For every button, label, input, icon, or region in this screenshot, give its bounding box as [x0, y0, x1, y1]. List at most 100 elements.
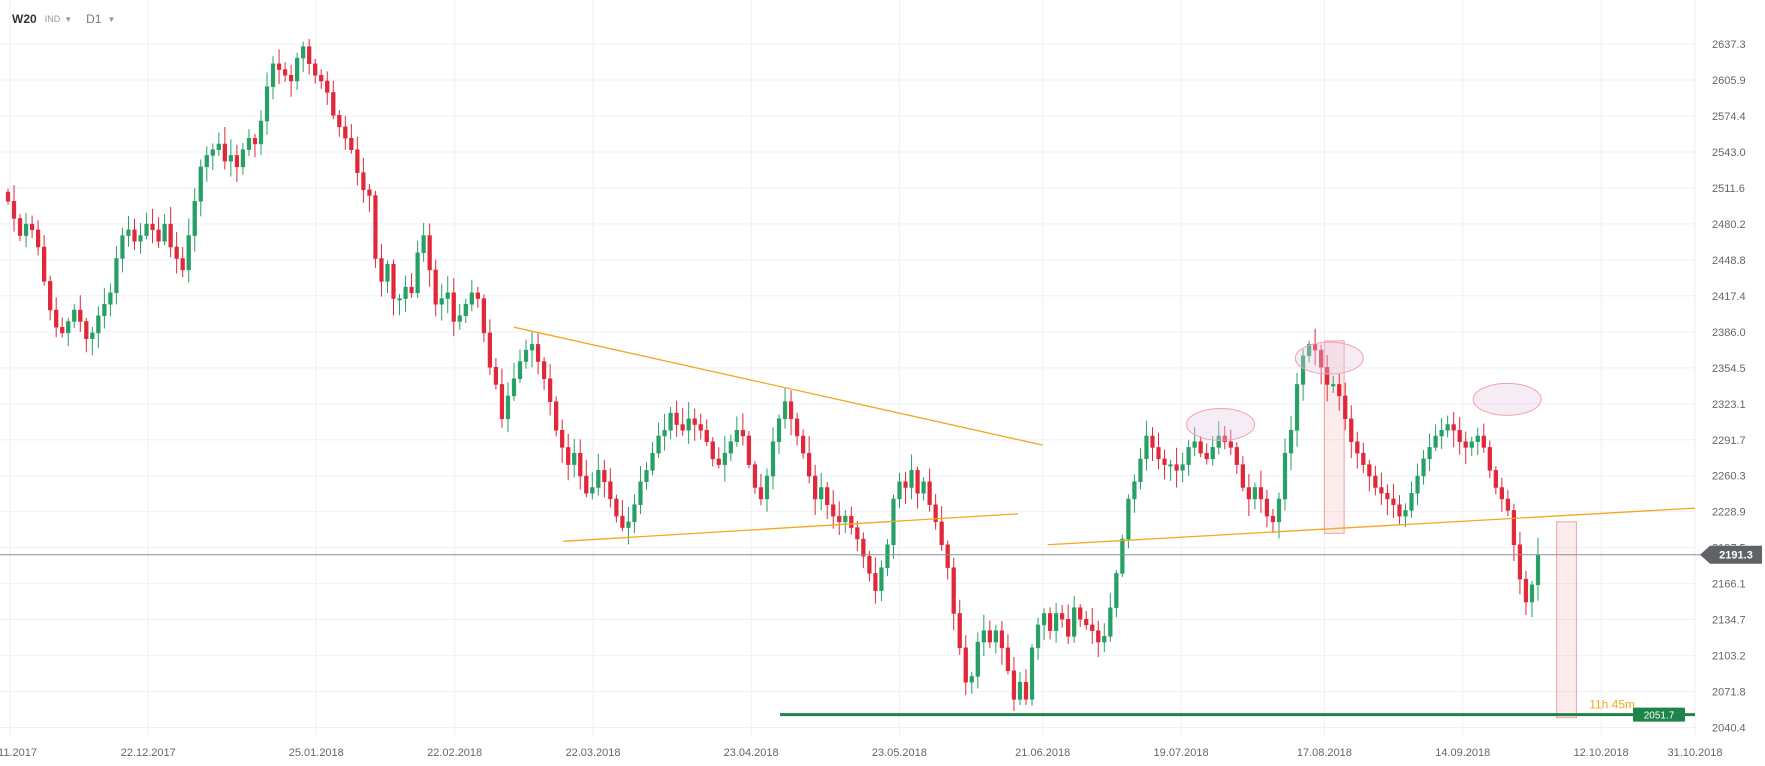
candle[interactable] — [1523, 570, 1529, 616]
candle[interactable] — [939, 506, 944, 551]
candle[interactable] — [758, 474, 764, 506]
candle[interactable] — [66, 317, 71, 347]
candle[interactable] — [1319, 344, 1324, 385]
candle[interactable] — [680, 407, 685, 436]
candle[interactable] — [987, 620, 992, 649]
candle[interactable] — [1373, 465, 1378, 496]
candle[interactable] — [891, 494, 896, 559]
candle[interactable] — [1102, 623, 1107, 652]
candle[interactable] — [807, 436, 812, 484]
candle[interactable] — [216, 132, 221, 156]
candle[interactable] — [1403, 503, 1408, 528]
candle[interactable] — [1222, 425, 1227, 450]
candle[interactable] — [1361, 442, 1366, 473]
candle[interactable] — [385, 260, 390, 293]
candle[interactable] — [505, 382, 511, 433]
candle[interactable] — [1463, 431, 1468, 465]
candle[interactable] — [475, 286, 480, 308]
candle[interactable] — [903, 471, 908, 505]
timeframe-dropdown-chevron-icon[interactable]: ▼ — [107, 14, 116, 24]
candle[interactable] — [686, 402, 691, 444]
candle[interactable] — [463, 298, 468, 324]
candle[interactable] — [867, 550, 872, 582]
candle[interactable] — [132, 218, 137, 250]
candle[interactable] — [885, 539, 890, 577]
candle[interactable] — [252, 133, 258, 158]
candle[interactable] — [1258, 470, 1264, 513]
candle[interactable] — [909, 454, 914, 500]
candle[interactable] — [1150, 427, 1155, 461]
symbol-dropdown-chevron-icon[interactable]: ▼ — [64, 14, 73, 24]
candle[interactable] — [1439, 418, 1444, 449]
candle[interactable] — [560, 419, 565, 463]
candle[interactable] — [108, 283, 113, 317]
candle[interactable] — [578, 439, 583, 490]
candle[interactable] — [692, 408, 697, 441]
candle[interactable] — [1047, 607, 1053, 640]
candle[interactable] — [1216, 421, 1221, 455]
candle[interactable] — [1493, 466, 1498, 495]
candle[interactable] — [855, 521, 860, 551]
candle[interactable] — [367, 184, 372, 212]
candle[interactable] — [1349, 405, 1354, 459]
right-shoulder-ellipse[interactable] — [1472, 382, 1542, 416]
candle[interactable] — [1162, 449, 1167, 480]
candle[interactable] — [1457, 417, 1462, 455]
candle[interactable] — [397, 294, 402, 316]
candle[interactable] — [373, 190, 378, 268]
candle[interactable] — [1469, 436, 1474, 457]
candle[interactable] — [102, 288, 107, 329]
candle[interactable] — [1264, 489, 1270, 528]
candle[interactable] — [722, 436, 727, 482]
candle[interactable] — [1325, 355, 1330, 402]
candle[interactable] — [1385, 484, 1390, 516]
upper-trendline[interactable] — [513, 326, 1043, 446]
candle[interactable] — [529, 332, 535, 368]
candle[interactable] — [764, 468, 770, 512]
candle[interactable] — [180, 247, 185, 278]
candle[interactable] — [620, 500, 625, 532]
candle[interactable] — [813, 464, 818, 515]
candle[interactable] — [915, 466, 920, 509]
candle[interactable] — [921, 477, 926, 501]
candle[interactable] — [1379, 472, 1384, 505]
candle[interactable] — [1035, 617, 1041, 660]
candle[interactable] — [897, 472, 902, 509]
candle[interactable] — [1192, 427, 1197, 457]
candle[interactable] — [427, 223, 432, 287]
timeframe-label[interactable]: D1 — [86, 12, 102, 26]
candle[interactable] — [1084, 611, 1089, 630]
candle[interactable] — [331, 80, 336, 120]
candle[interactable] — [307, 39, 312, 75]
candle[interactable] — [951, 557, 956, 631]
candle[interactable] — [535, 333, 541, 375]
candle[interactable] — [451, 278, 456, 337]
candle[interactable] — [1337, 373, 1342, 411]
candle[interactable] — [36, 220, 41, 256]
candle[interactable] — [1433, 424, 1438, 452]
candle[interactable] — [1168, 459, 1173, 481]
candle[interactable] — [403, 275, 408, 312]
candle[interactable] — [288, 64, 294, 97]
candle[interactable] — [174, 232, 179, 274]
candle[interactable] — [1041, 608, 1047, 640]
candle[interactable] — [1294, 372, 1300, 447]
candle[interactable] — [1017, 671, 1023, 705]
candle[interactable] — [849, 506, 854, 535]
candle[interactable] — [511, 362, 517, 401]
candle[interactable] — [752, 461, 758, 494]
candle[interactable] — [361, 157, 366, 203]
candle[interactable] — [740, 413, 745, 446]
candle[interactable] — [150, 208, 155, 244]
candle[interactable] — [650, 441, 655, 476]
candle[interactable] — [469, 279, 474, 312]
candle[interactable] — [228, 139, 233, 177]
candle[interactable] — [481, 294, 486, 343]
candle[interactable] — [1096, 620, 1101, 657]
candle[interactable] — [270, 56, 276, 100]
candle[interactable] — [1517, 531, 1523, 595]
candle[interactable] — [1090, 608, 1095, 644]
candle[interactable] — [1499, 477, 1504, 512]
candle[interactable] — [1451, 411, 1456, 448]
candle[interactable] — [240, 143, 246, 175]
